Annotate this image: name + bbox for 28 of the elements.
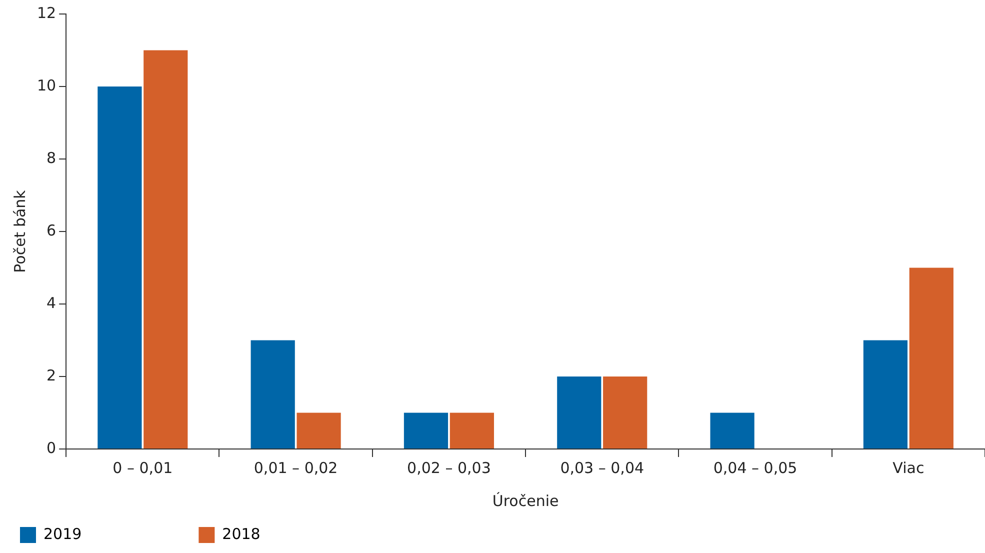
bar: [296, 412, 341, 448]
legend-label: 2019: [44, 524, 187, 543]
x-tick-label: 0,01 – 0,02: [254, 458, 338, 477]
bar: [98, 86, 142, 448]
y-tick-label: 10: [36, 76, 56, 94]
bar: [557, 376, 602, 448]
bar: [144, 50, 188, 448]
bar: [404, 412, 448, 448]
y-tick-label: 0: [46, 438, 56, 457]
bar: [450, 412, 494, 448]
x-tick-label: 0,04 – 0,05: [713, 458, 798, 477]
y-tick-label: 8: [46, 148, 56, 167]
x-tick-label: 0,03 – 0,04: [560, 458, 644, 477]
y-tick-label: 12: [36, 4, 56, 22]
x-tick-label: Viac: [892, 458, 924, 477]
bar: [710, 412, 754, 448]
x-tick-label: 0 – 0,01: [112, 458, 173, 477]
x-tick-label: 0,02 – 0,03: [407, 458, 491, 477]
bar: [909, 268, 954, 448]
y-axis-title: Počet bánk: [10, 190, 29, 273]
bar: [250, 340, 295, 448]
y-tick-label: 2: [46, 366, 56, 384]
x-axis-title: Úročenie: [492, 492, 559, 510]
bar: [603, 376, 648, 448]
y-tick-label: 4: [46, 294, 56, 312]
y-tick-label: 6: [46, 221, 56, 240]
legend-label: 2018: [222, 524, 366, 543]
bar: [863, 340, 908, 448]
